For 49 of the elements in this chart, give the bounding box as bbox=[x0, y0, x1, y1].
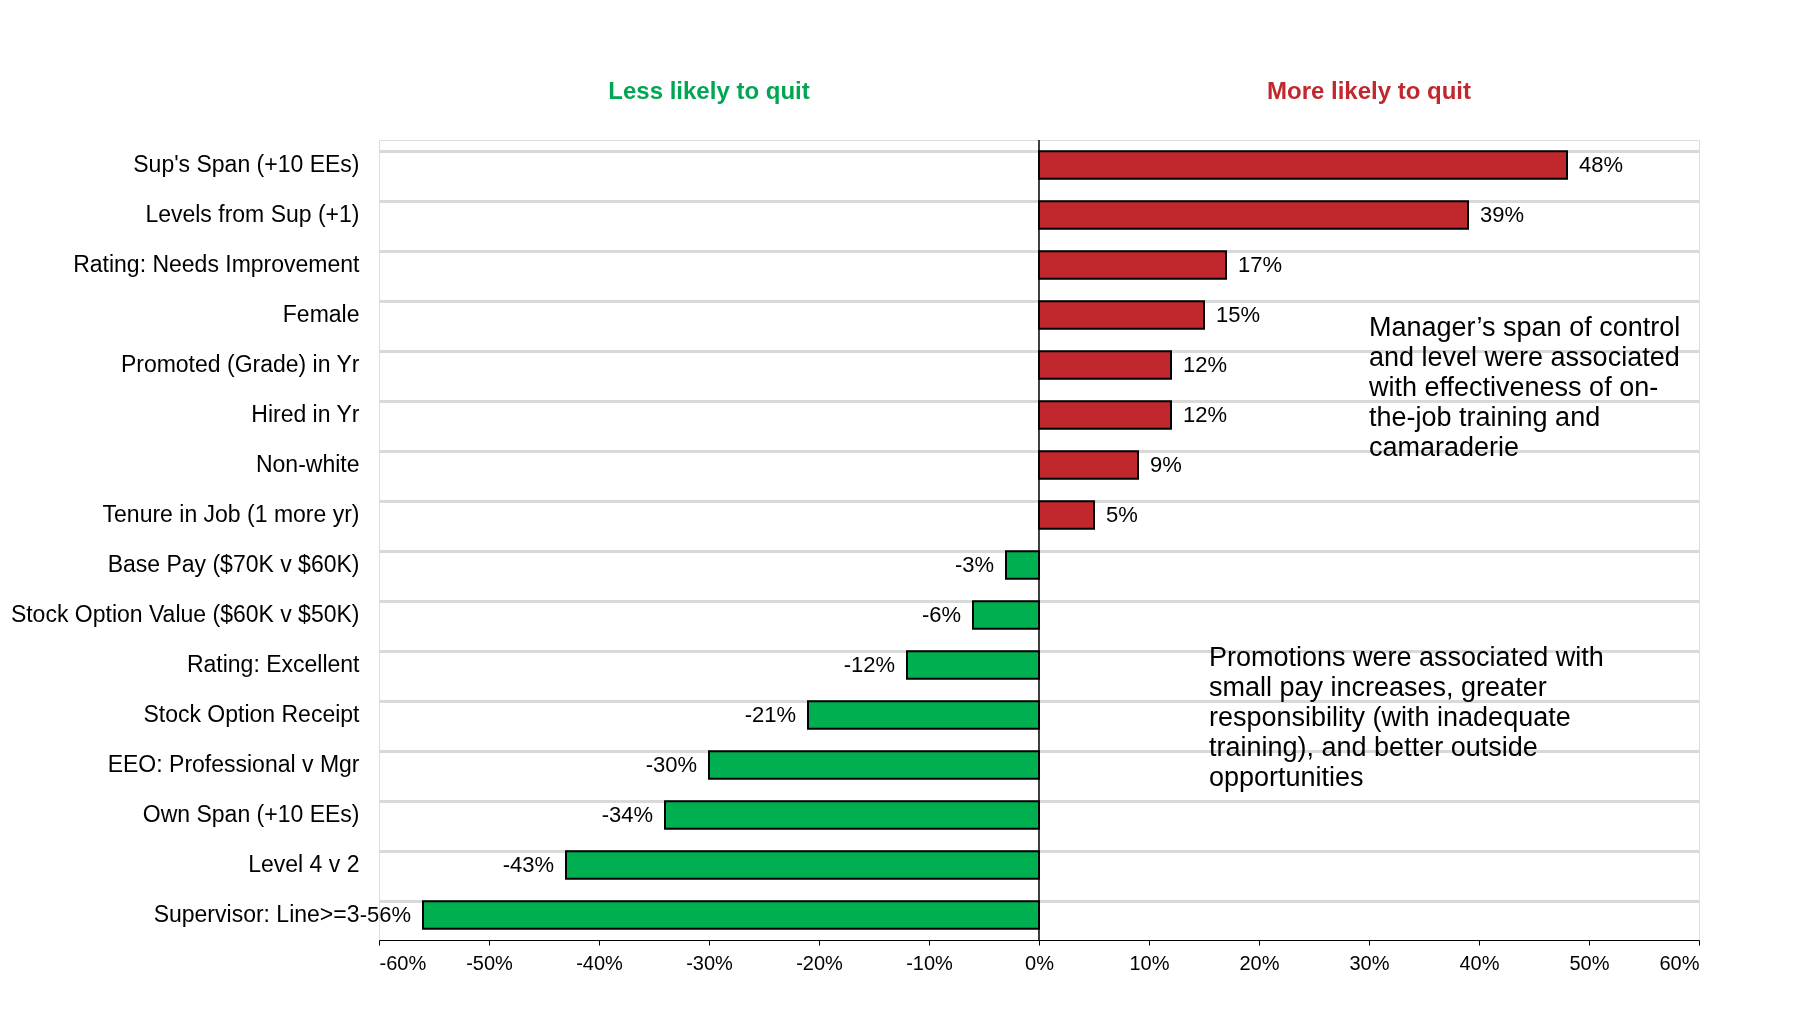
y-tick-label: Level 4 v 2 bbox=[248, 851, 360, 877]
x-tick-label: -40% bbox=[576, 951, 624, 974]
data-label: -34% bbox=[601, 802, 653, 827]
y-tick-label: Non-white bbox=[255, 451, 360, 477]
y-tick-label: Tenure in Job (1 more yr) bbox=[102, 501, 360, 527]
data-label: -3% bbox=[954, 552, 994, 577]
data-label: 48% bbox=[1579, 152, 1624, 177]
y-tick-label: Female bbox=[282, 301, 360, 327]
x-tick-label: -60% bbox=[379, 951, 427, 974]
y-tick-label: Stock Option Receipt bbox=[143, 701, 361, 727]
data-label: 12% bbox=[1183, 402, 1228, 427]
text: More likely to quit bbox=[1266, 77, 1472, 104]
x-tick-label: 10% bbox=[1129, 951, 1170, 974]
data-label: -56% bbox=[359, 902, 411, 927]
x-tick-label: -50% bbox=[466, 951, 514, 974]
y-tick-label: Stock Option Value ($60K v $50K) bbox=[10, 601, 360, 627]
y-tick-label: Hired in Yr bbox=[251, 401, 360, 427]
y-tick-label: Rating: Excellent bbox=[186, 651, 361, 677]
x-tick-label: 40% bbox=[1459, 951, 1500, 974]
data-label: -30% bbox=[645, 752, 697, 777]
x-tick-label: 0% bbox=[1025, 951, 1055, 974]
annotation: Manager’s span of control and level were associated with effectiveness of on-the-job training and camaraderie bbox=[1368, 312, 1681, 462]
x-tick-label: -30% bbox=[686, 951, 734, 974]
data-label: -12% bbox=[843, 652, 895, 677]
y-tick-label: Supervisor: Line>=3 bbox=[153, 901, 360, 927]
text: Less likely to quit bbox=[608, 77, 810, 104]
data-label: 12% bbox=[1183, 352, 1228, 377]
x-tick-label: 50% bbox=[1569, 951, 1610, 974]
y-tick-label: Promoted (Grade) in Yr bbox=[120, 351, 360, 377]
data-label: 39% bbox=[1480, 202, 1525, 227]
data-label: 15% bbox=[1216, 302, 1261, 327]
y-tick-label: Rating: Needs Improvement bbox=[73, 251, 361, 277]
y-tick-label: Levels from Sup (+1) bbox=[145, 201, 360, 227]
x-tick-label: -20% bbox=[796, 951, 844, 974]
data-label: 5% bbox=[1106, 502, 1138, 527]
x-tick-label: -10% bbox=[906, 951, 954, 974]
x-tick-label: 60% bbox=[1659, 951, 1700, 974]
y-tick-label: Base Pay ($70K v $60K) bbox=[107, 551, 360, 577]
data-label: 17% bbox=[1238, 252, 1283, 277]
data-label: -21% bbox=[744, 702, 796, 727]
y-tick-label: Own Span (+10 EEs) bbox=[142, 801, 360, 827]
data-label: -43% bbox=[502, 852, 554, 877]
x-tick-label: 20% bbox=[1239, 951, 1280, 974]
y-tick-label: EEO: Professional v Mgr bbox=[107, 751, 360, 777]
x-tick-label: 30% bbox=[1349, 951, 1390, 974]
annotation: Promotions were associated with small pay increases, greater responsibility (with inadequate training), and better outside opportunities bbox=[1209, 642, 1604, 792]
data-label: -6% bbox=[921, 602, 961, 627]
data-label: 9% bbox=[1150, 452, 1182, 477]
y-tick-label: Sup's Span (+10 EEs) bbox=[133, 151, 360, 177]
